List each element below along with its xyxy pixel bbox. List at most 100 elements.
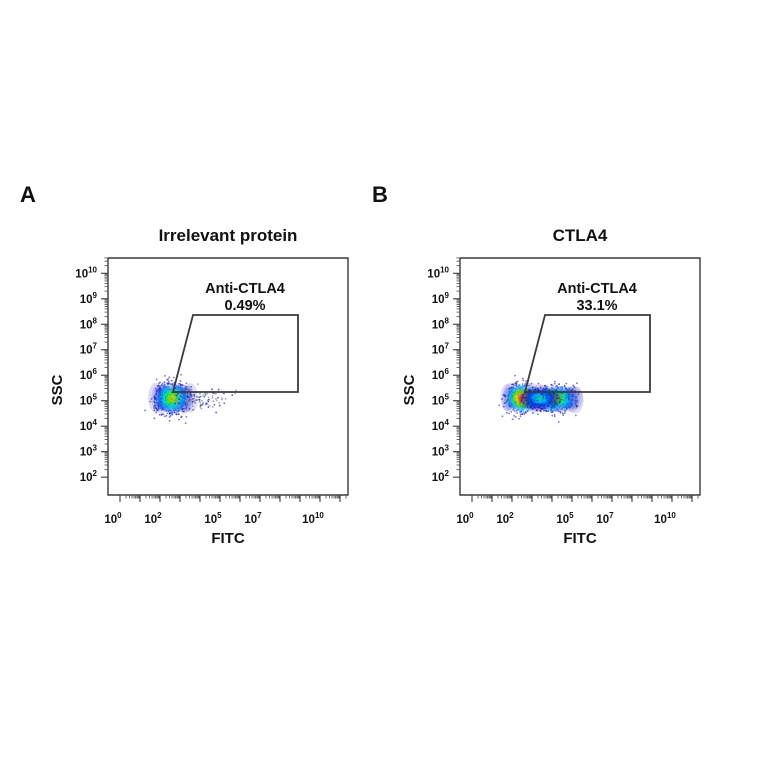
scatter-dot: [167, 382, 170, 385]
scatter-dot: [192, 408, 195, 411]
scatter-dot: [540, 400, 543, 403]
scatter-dot: [223, 402, 226, 405]
scatter-dot: [525, 401, 528, 403]
scatter-dot: [523, 384, 526, 387]
scatter-dot: [551, 406, 553, 409]
scatter-dot: [188, 400, 191, 402]
scatter-dot: [167, 390, 170, 392]
scatter-dot: [560, 396, 562, 399]
scatter-dot: [187, 395, 190, 398]
scatter-dot: [522, 404, 525, 406]
scatter-dot: [533, 403, 536, 406]
scatter-dot: [162, 413, 165, 416]
scatter-dot: [506, 400, 508, 402]
gate-label-a: Anti-CTLA4: [205, 281, 285, 297]
scatter-dot: [546, 398, 549, 401]
scatter-dot: [173, 410, 176, 412]
scatter-dot: [524, 411, 527, 414]
scatter-dot: [198, 400, 201, 402]
scatter-dot: [184, 387, 186, 390]
scatter-dot: [515, 382, 518, 385]
scatter-dot: [535, 394, 537, 396]
y-tick-label: 105: [432, 393, 450, 408]
scatter-dot: [525, 380, 528, 383]
y-tick-label: 104: [432, 418, 450, 433]
scatter-dot: [522, 399, 525, 402]
scatter-dot: [177, 386, 180, 389]
scatter-dot: [178, 402, 180, 404]
scatter-dot: [195, 399, 198, 402]
scatter-dot: [162, 397, 164, 399]
scatter-dot: [215, 398, 217, 400]
gate-polygon-a[interactable]: [171, 314, 299, 393]
y-tick-label: 107: [80, 342, 98, 357]
scatter-dot: [163, 401, 166, 404]
scatter-dot: [168, 376, 171, 379]
scatter-dot: [545, 406, 548, 409]
scatter-dot: [566, 394, 568, 397]
scatter-dot: [163, 399, 166, 402]
scatter-dot: [155, 411, 158, 414]
scatter-dot: [158, 405, 160, 408]
scatter-dot: [515, 381, 518, 383]
x-axis-tick-labels-a: 100 102 105 107 1010: [104, 511, 324, 526]
scatter-dot: [514, 405, 517, 408]
scatter-dot: [577, 393, 580, 396]
scatter-dot: [193, 393, 196, 396]
scatter-dot: [167, 394, 170, 397]
scatter-dot: [521, 389, 524, 392]
scatter-dot: [174, 402, 177, 405]
x-tick-label: 100: [104, 511, 122, 526]
scatter-dot: [550, 386, 553, 389]
scatter-dot: [575, 405, 578, 408]
y-axis-ticks-a: [101, 257, 108, 478]
scatter-dot: [513, 384, 516, 387]
scatter-dot: [574, 399, 577, 402]
scatter-dot: [171, 399, 173, 402]
scatter-dot: [549, 403, 552, 406]
scatter-dot: [514, 398, 516, 401]
scatter-dot: [149, 400, 152, 403]
scatter-dot: [519, 415, 522, 418]
scatter-dot: [161, 393, 164, 396]
scatter-dot: [516, 380, 519, 383]
x-axis-ticks-a: [119, 495, 347, 502]
scatter-dot: [556, 392, 558, 395]
scatter-dot: [517, 406, 520, 409]
scatter-dot: [153, 400, 156, 403]
gate-polygon-b[interactable]: [523, 314, 651, 393]
y-tick-label: 109: [432, 291, 450, 306]
scatter-dot: [165, 390, 168, 393]
y-tick-label: 107: [432, 342, 450, 357]
y-tick-label: 103: [80, 444, 98, 459]
scatter-dot: [180, 394, 183, 396]
scatter-dot: [161, 408, 164, 410]
scatter-dot: [177, 410, 180, 413]
scatter-dot: [549, 401, 552, 404]
scatter-dot: [202, 401, 205, 404]
scatter-dot: [508, 394, 510, 396]
scatter-dot: [176, 411, 178, 413]
scatter-dot: [519, 394, 522, 397]
scatter-dot: [564, 410, 567, 413]
scatter-dot: [528, 393, 530, 396]
scatter-dot: [165, 400, 168, 403]
scatter-dot: [163, 415, 166, 418]
scatter-dot: [565, 401, 568, 404]
scatter-dot: [539, 386, 542, 389]
scatter-dot: [179, 405, 182, 407]
scatter-dot: [159, 388, 162, 391]
scatter-dot: [544, 384, 547, 387]
scatter-dot: [183, 407, 186, 410]
scatter-dot: [511, 389, 514, 392]
scatter-dot: [538, 406, 541, 408]
scatter-dot: [540, 410, 543, 413]
scatter-dot: [153, 407, 155, 409]
scatter-dot: [190, 388, 193, 391]
scatter-dot: [535, 401, 538, 404]
scatter-dot: [562, 393, 565, 396]
scatter-dot: [186, 388, 188, 390]
scatter-dot: [547, 407, 550, 410]
scatter-dot: [165, 414, 168, 417]
